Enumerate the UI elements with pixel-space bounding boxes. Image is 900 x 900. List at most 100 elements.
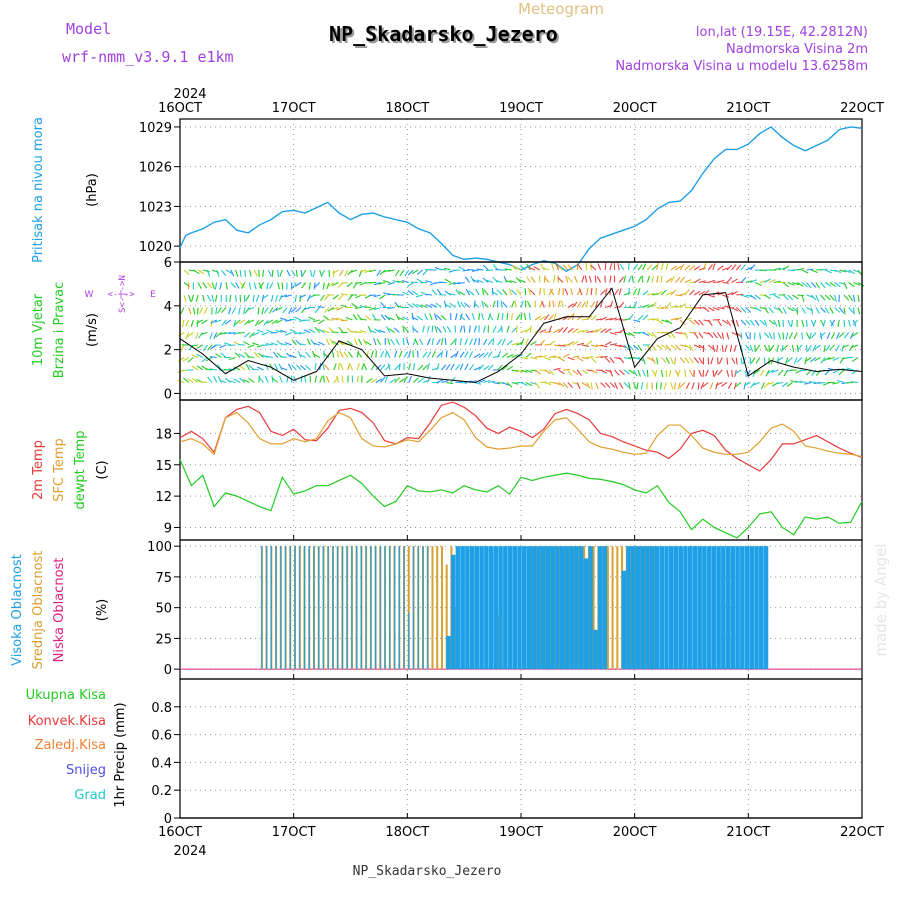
wind-barb — [359, 269, 367, 273]
wind-barb — [468, 325, 471, 333]
wind-barb — [402, 291, 409, 296]
wind-barb — [843, 307, 846, 315]
wind-barb — [209, 356, 217, 359]
wind-barb — [402, 337, 405, 346]
cloud-high-bar — [403, 546, 405, 670]
wind-barb — [637, 344, 643, 352]
wind-barb — [801, 307, 807, 314]
wind-barb — [857, 307, 861, 315]
wind-barb — [448, 293, 456, 296]
wind-barb — [464, 276, 470, 283]
cloud-high-bar — [308, 546, 310, 670]
wind-barb — [422, 325, 425, 333]
wind-barb — [759, 280, 767, 284]
wind-barb — [790, 379, 798, 384]
wind-barb — [215, 353, 222, 358]
wind-barb — [220, 352, 227, 358]
wind-barb — [361, 363, 365, 371]
wind-barb — [387, 306, 395, 310]
wind-barb — [483, 365, 490, 371]
wind-barb — [764, 294, 771, 300]
t2m-label: 2m Temp — [31, 440, 46, 500]
wind-barb — [444, 303, 452, 308]
compass-icon: S<-|->N W E <-|-> — [85, 275, 157, 313]
wind-barb — [298, 343, 306, 346]
wind-barb — [826, 332, 831, 340]
wind-barb — [240, 282, 246, 289]
wind-barb — [244, 307, 250, 314]
wind-barb — [794, 380, 802, 384]
wind-barb — [504, 268, 512, 271]
wind-barb — [465, 288, 470, 296]
wind-barb — [704, 369, 709, 377]
wind-barb — [651, 318, 660, 321]
wind-barb — [787, 269, 795, 272]
wind-barb — [656, 306, 664, 310]
wind-barb — [373, 338, 377, 346]
wind-barb — [740, 332, 743, 340]
wind-barb — [267, 269, 272, 277]
wind-barb — [576, 329, 584, 334]
wind-barb — [548, 300, 551, 308]
wind-barb — [698, 290, 706, 296]
wind-barb — [830, 319, 836, 327]
wind-barb — [340, 319, 348, 322]
wind-barb — [694, 306, 702, 309]
wind-barb — [642, 314, 649, 321]
wind-barb — [679, 357, 686, 364]
wind-barb — [815, 282, 821, 289]
wind-barb — [600, 355, 608, 359]
wind-barb — [275, 329, 283, 334]
wind-barb — [684, 289, 690, 296]
wind-barb — [203, 307, 208, 314]
wind-barb — [234, 352, 241, 358]
wind-barb — [656, 344, 663, 350]
wind-barb — [637, 264, 643, 271]
wind-barb — [441, 380, 449, 384]
elevation-text: Nadmorska Visina 2m — [726, 42, 868, 57]
wind-barb — [543, 314, 550, 321]
wind-barb — [609, 343, 617, 346]
precip-panel: 0 0.2 0.4 0.6 0.8 — [151, 678, 863, 827]
wind-barb — [459, 363, 464, 371]
wind-barb — [520, 381, 528, 386]
cloud-mid-bar — [606, 546, 609, 670]
rain-conv-label: Konvek.Kisa — [28, 714, 106, 729]
wind-barb — [557, 300, 561, 308]
wind-barb — [278, 294, 283, 302]
wind-barb — [370, 378, 378, 383]
wind-barb — [478, 337, 480, 346]
wind-barb — [408, 375, 412, 383]
wind-barb — [656, 319, 664, 325]
wind-barb — [609, 357, 615, 364]
wind-barb — [745, 280, 753, 284]
wind-barb — [322, 375, 325, 383]
wind-barb — [618, 301, 625, 308]
wind-barb — [576, 382, 581, 390]
wind-barb — [801, 294, 805, 302]
wind-barb — [464, 338, 469, 346]
wind-barb — [188, 307, 192, 315]
wind-barb — [619, 263, 625, 271]
wind-barb — [525, 382, 533, 387]
wind-barb — [609, 369, 614, 377]
wind-barb — [796, 282, 804, 287]
wind-barb — [197, 282, 202, 289]
cloud-high-bar — [673, 546, 679, 670]
wind-barb — [539, 287, 542, 296]
cloud-high-bar — [626, 546, 631, 670]
wind-barb — [261, 307, 265, 315]
wind-barb — [647, 332, 654, 337]
cloud-high-bar — [299, 546, 301, 670]
wind-barb — [258, 282, 263, 290]
wind-barb — [195, 332, 199, 340]
wind-barb — [567, 276, 573, 283]
wind-barb — [530, 276, 536, 283]
wind-barb — [754, 281, 762, 286]
wind-barb — [492, 337, 495, 346]
wind-barb — [318, 328, 325, 333]
wind-barb — [239, 365, 246, 371]
wind-barb — [628, 332, 635, 337]
wind-barb — [340, 281, 348, 284]
